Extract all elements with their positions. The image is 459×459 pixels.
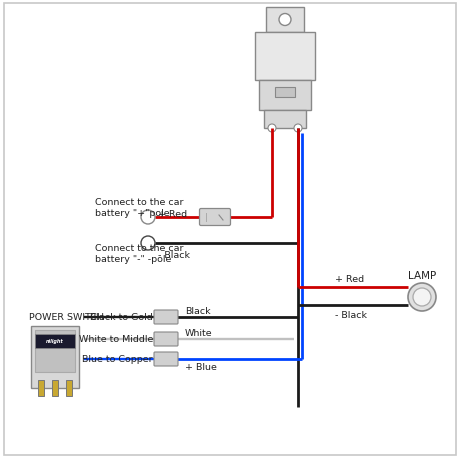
Circle shape bbox=[407, 283, 435, 311]
Text: Blue to Copper: Blue to Copper bbox=[82, 355, 153, 364]
FancyBboxPatch shape bbox=[154, 352, 178, 366]
Bar bbox=[35, 330, 75, 372]
Text: + Red: + Red bbox=[334, 275, 364, 284]
Circle shape bbox=[268, 125, 275, 133]
Text: - Black: - Black bbox=[334, 311, 366, 320]
Text: Black to Gold: Black to Gold bbox=[90, 313, 153, 322]
FancyBboxPatch shape bbox=[154, 332, 178, 346]
Circle shape bbox=[141, 211, 155, 224]
Bar bbox=[254, 33, 314, 81]
Bar bbox=[38, 380, 44, 396]
Circle shape bbox=[141, 236, 155, 251]
Bar bbox=[35, 334, 75, 348]
Text: Connect to the car
battery "-" -pole: Connect to the car battery "-" -pole bbox=[95, 243, 183, 263]
Text: POWER SWITCH: POWER SWITCH bbox=[29, 313, 104, 322]
Bar bbox=[265, 8, 303, 33]
Bar bbox=[66, 380, 72, 396]
Bar bbox=[31, 326, 79, 388]
Text: + Red: + Red bbox=[157, 210, 187, 219]
Text: White to Middle: White to Middle bbox=[78, 335, 153, 344]
Text: + Blue: + Blue bbox=[185, 363, 216, 372]
Circle shape bbox=[279, 15, 291, 27]
Text: Connect to the car
battery "+"pole: Connect to the car battery "+"pole bbox=[95, 197, 183, 218]
FancyBboxPatch shape bbox=[154, 310, 178, 325]
Bar bbox=[263, 111, 305, 129]
Circle shape bbox=[412, 288, 430, 306]
Text: White: White bbox=[185, 329, 212, 338]
Circle shape bbox=[293, 125, 302, 133]
Text: - Black: - Black bbox=[157, 251, 190, 260]
FancyBboxPatch shape bbox=[199, 209, 230, 226]
Text: Black: Black bbox=[185, 307, 210, 316]
Bar bbox=[258, 81, 310, 111]
Bar bbox=[274, 88, 294, 98]
Bar bbox=[52, 380, 58, 396]
Text: nilight: nilight bbox=[46, 339, 64, 344]
Text: LAMP: LAMP bbox=[407, 270, 435, 280]
